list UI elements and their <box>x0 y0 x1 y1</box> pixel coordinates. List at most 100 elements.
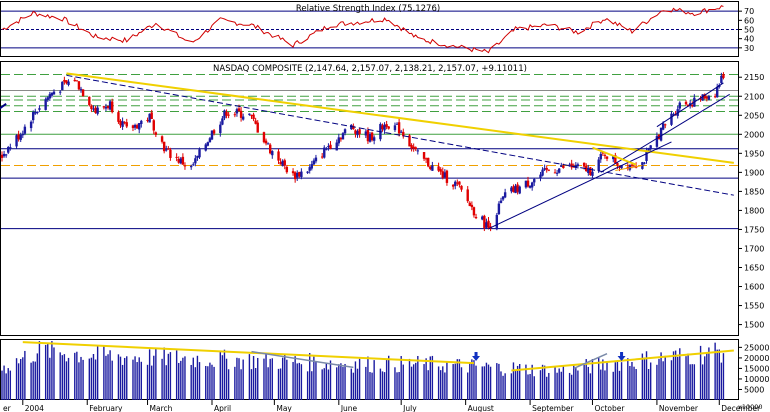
candle-up <box>503 192 507 198</box>
candle-up <box>341 133 345 140</box>
candle-down <box>256 122 259 133</box>
trend-line-6 <box>592 146 637 166</box>
candle-up <box>393 125 397 131</box>
candle-up <box>416 150 420 152</box>
candle-up <box>655 136 659 147</box>
candle-down <box>422 152 426 159</box>
candle-up <box>661 123 665 130</box>
price-tick-label: 1800 <box>744 206 764 215</box>
candle-down <box>439 169 442 172</box>
candle-up <box>620 165 623 169</box>
candle-up <box>335 142 338 151</box>
candle-up <box>4 154 8 156</box>
volume-tick-label: 5000 <box>744 385 764 394</box>
price-tick-label: 1550 <box>744 302 764 311</box>
candle-up <box>296 172 299 178</box>
candle-up <box>210 130 214 140</box>
rsi-title: Relative Strength Index (75.1276) <box>296 4 440 14</box>
candle-up <box>497 203 501 215</box>
candle-down <box>262 132 266 143</box>
volume-tick-label: 10000 <box>744 375 769 384</box>
candle-down <box>451 184 455 187</box>
candle-up <box>67 81 70 85</box>
volume-arrow-2 <box>617 352 626 361</box>
candle-down <box>329 144 332 149</box>
volume-layer <box>1 341 734 400</box>
volume-tick-label: 20000 <box>744 354 769 363</box>
volume-arrow-1 <box>472 352 481 361</box>
candle-down <box>474 216 478 219</box>
candle-down <box>110 101 114 113</box>
candle-down <box>545 167 548 170</box>
candle-up <box>356 131 359 136</box>
candle-down <box>17 134 20 140</box>
candle-up <box>271 151 274 156</box>
price-tick-label: 1600 <box>744 283 764 292</box>
candle-down <box>429 166 432 169</box>
candle-up <box>310 164 313 169</box>
price-tick-label: 1850 <box>744 187 764 196</box>
candle-down <box>516 184 519 192</box>
candle-up <box>223 110 226 119</box>
candle-up <box>206 142 210 146</box>
candle-down <box>135 125 139 129</box>
candle-up <box>31 112 35 121</box>
rsi-layer <box>1 5 738 54</box>
candle-up <box>194 158 197 164</box>
candle-up <box>23 126 27 134</box>
candle-down <box>601 152 605 154</box>
candle-up <box>300 171 303 178</box>
candle-down <box>106 105 110 108</box>
candle-up <box>560 165 563 167</box>
candle-down <box>437 166 440 171</box>
candle-down <box>387 126 390 129</box>
candle-up <box>501 196 505 200</box>
candle-up <box>314 157 318 162</box>
candle-up <box>61 81 64 91</box>
candle-up <box>720 75 723 84</box>
candle-up <box>192 164 195 166</box>
candle-down <box>354 130 357 134</box>
candle-up <box>19 134 22 140</box>
price-tick-label: 1500 <box>744 321 764 330</box>
candle-down <box>169 149 172 158</box>
volume-trend-line-1 <box>22 341 475 365</box>
candle-up <box>576 164 580 167</box>
candle-down <box>293 172 297 180</box>
candle-down <box>237 108 241 112</box>
candle-down <box>424 158 428 160</box>
candle-up <box>133 124 137 128</box>
candle-down <box>81 89 85 97</box>
candle-up <box>518 186 521 194</box>
candle-down <box>63 79 66 82</box>
candle-up <box>2 153 6 157</box>
candle-up <box>399 131 403 133</box>
candle-up <box>587 167 590 173</box>
candle-down <box>160 136 164 142</box>
candle-up <box>46 97 49 100</box>
candle-down <box>526 180 530 187</box>
candle-down <box>381 125 384 130</box>
candle-up <box>672 114 675 116</box>
candle-down <box>75 80 79 82</box>
price-panel <box>0 61 739 336</box>
candle-up <box>9 147 12 149</box>
candle-down <box>603 154 607 156</box>
candle-up <box>499 200 503 203</box>
candle-up <box>368 133 372 142</box>
candle-up <box>140 120 143 124</box>
candle-up <box>539 174 542 179</box>
candle-up <box>281 160 284 167</box>
candle-up <box>34 112 37 114</box>
candle-down <box>630 164 634 166</box>
candle-up <box>196 155 199 158</box>
candle-up <box>372 137 376 141</box>
candle-down <box>154 132 158 135</box>
candle-down <box>162 141 166 152</box>
candle-up <box>189 165 193 168</box>
candle-down <box>547 169 551 171</box>
candle-down <box>94 107 97 113</box>
candle-up <box>7 147 10 153</box>
candle-down <box>283 160 286 166</box>
candle-down <box>117 112 120 122</box>
